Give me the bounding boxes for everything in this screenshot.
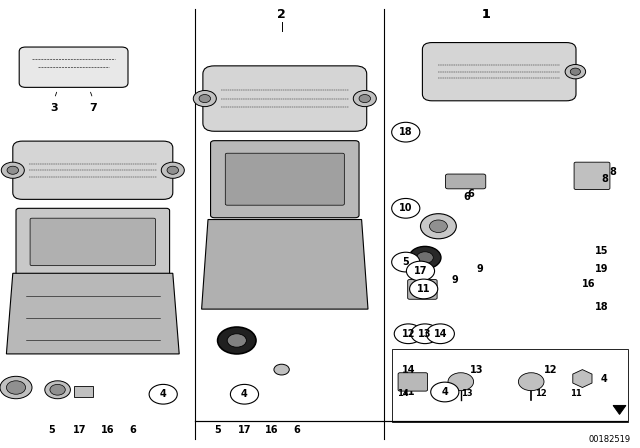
Polygon shape	[573, 370, 592, 388]
Text: 14: 14	[401, 365, 415, 375]
Text: 4: 4	[160, 389, 166, 399]
Text: 14: 14	[397, 389, 409, 398]
Circle shape	[406, 261, 435, 281]
Circle shape	[411, 324, 439, 344]
FancyBboxPatch shape	[445, 174, 486, 189]
Text: 6: 6	[293, 425, 300, 435]
Text: 17: 17	[73, 425, 87, 435]
Text: 11: 11	[417, 284, 431, 294]
Text: 9: 9	[451, 275, 458, 285]
Text: 1: 1	[482, 8, 491, 21]
Text: 4: 4	[241, 389, 248, 399]
Circle shape	[410, 279, 438, 299]
Text: 17: 17	[413, 266, 428, 276]
Text: 8: 8	[602, 174, 608, 184]
Text: 5: 5	[48, 425, 54, 435]
FancyBboxPatch shape	[574, 162, 610, 190]
FancyBboxPatch shape	[211, 141, 359, 218]
Circle shape	[420, 214, 456, 239]
Circle shape	[417, 252, 433, 263]
Circle shape	[193, 90, 216, 107]
FancyBboxPatch shape	[13, 141, 173, 199]
Text: 14: 14	[433, 329, 447, 339]
Circle shape	[1, 162, 24, 178]
Polygon shape	[613, 405, 626, 414]
Text: 00182519: 00182519	[588, 435, 630, 444]
FancyBboxPatch shape	[398, 373, 428, 391]
Text: 7: 7	[89, 103, 97, 112]
Text: 16: 16	[100, 425, 115, 435]
Circle shape	[429, 220, 447, 233]
Circle shape	[45, 381, 70, 399]
Text: 2: 2	[277, 8, 286, 21]
Circle shape	[359, 95, 371, 103]
Text: 6: 6	[130, 425, 136, 435]
Circle shape	[409, 246, 441, 269]
Circle shape	[448, 373, 474, 391]
Text: 6: 6	[464, 192, 470, 202]
FancyBboxPatch shape	[203, 66, 367, 131]
Text: 5: 5	[214, 425, 221, 435]
Text: 10: 10	[399, 203, 413, 213]
Text: 12: 12	[401, 329, 415, 339]
Circle shape	[199, 95, 211, 103]
FancyBboxPatch shape	[19, 47, 128, 87]
Circle shape	[274, 364, 289, 375]
FancyBboxPatch shape	[392, 349, 628, 422]
Circle shape	[431, 382, 459, 402]
Text: 13: 13	[461, 389, 473, 398]
Text: 1: 1	[482, 8, 491, 21]
Circle shape	[570, 68, 580, 75]
Text: 18: 18	[399, 127, 413, 137]
Polygon shape	[6, 273, 179, 354]
FancyBboxPatch shape	[408, 280, 437, 299]
Circle shape	[426, 324, 454, 344]
FancyBboxPatch shape	[30, 218, 156, 266]
Text: 16: 16	[582, 280, 596, 289]
Text: 13: 13	[470, 365, 484, 375]
Text: 11: 11	[401, 387, 415, 397]
Text: 8: 8	[609, 168, 616, 177]
Circle shape	[161, 162, 184, 178]
Circle shape	[392, 122, 420, 142]
Text: 12: 12	[535, 389, 547, 398]
Text: 5: 5	[403, 257, 409, 267]
FancyBboxPatch shape	[74, 386, 93, 397]
Circle shape	[6, 381, 26, 394]
Text: 11: 11	[570, 389, 582, 398]
Text: 13: 13	[418, 329, 432, 339]
FancyBboxPatch shape	[422, 43, 576, 101]
Circle shape	[0, 376, 32, 399]
FancyBboxPatch shape	[225, 153, 344, 205]
Polygon shape	[202, 220, 368, 309]
Text: 19: 19	[595, 264, 609, 274]
Circle shape	[227, 334, 246, 347]
Circle shape	[230, 384, 259, 404]
Circle shape	[518, 373, 544, 391]
Circle shape	[149, 384, 177, 404]
Text: 9: 9	[477, 264, 483, 274]
Circle shape	[392, 252, 420, 272]
Circle shape	[50, 384, 65, 395]
Circle shape	[565, 65, 586, 79]
Text: 12: 12	[543, 365, 557, 375]
Text: 18: 18	[595, 302, 609, 312]
Circle shape	[7, 166, 19, 174]
Text: 4: 4	[600, 374, 607, 383]
Text: 15: 15	[595, 246, 609, 256]
Circle shape	[218, 327, 256, 354]
Circle shape	[392, 198, 420, 218]
Text: 6: 6	[467, 189, 474, 198]
Text: 16: 16	[265, 425, 279, 435]
Text: 4: 4	[442, 387, 448, 397]
Text: 17: 17	[238, 425, 252, 435]
FancyBboxPatch shape	[16, 208, 170, 276]
Circle shape	[167, 166, 179, 174]
Circle shape	[394, 324, 422, 344]
Circle shape	[353, 90, 376, 107]
Text: 3: 3	[51, 103, 58, 112]
